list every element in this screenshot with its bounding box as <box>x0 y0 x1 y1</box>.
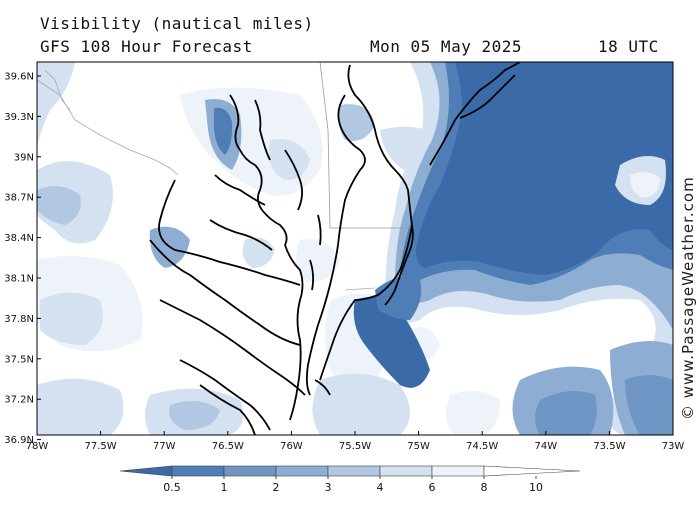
visibility-field <box>37 62 673 435</box>
lon-tick-label: 73W <box>662 441 685 452</box>
lon-tick-label: 76.5W <box>212 441 244 452</box>
lat-tick-label: 38.7N <box>4 193 34 204</box>
colorbar-label: 4 <box>377 481 384 494</box>
longitude-axis: 78W 77.5W 77W 76.5W 76W 75.5W 75W 74.5W 74W 73.5W… <box>26 431 685 452</box>
watermark-text: © www.PassageWeather.com <box>679 176 697 420</box>
colorbar-swatch <box>431 465 485 477</box>
forecast-time: 18 UTC <box>598 37 659 56</box>
colorbar-swatch <box>223 465 277 477</box>
lon-tick-label: 78W <box>26 441 49 452</box>
lon-tick-label: 77.5W <box>85 441 117 452</box>
colorbar-label: 1 <box>221 481 228 494</box>
colorbar-label: 8 <box>481 481 488 494</box>
lat-tick-label: 39N <box>14 152 34 163</box>
lat-tick-label: 39.3N <box>4 112 34 123</box>
colorbar-label: 6 <box>429 481 436 494</box>
colorbar-min-arrow <box>119 465 173 477</box>
lon-tick-label: 75.5W <box>339 441 371 452</box>
lat-tick-label: 36.9N <box>4 435 34 446</box>
colorbar-label: 3 <box>325 481 332 494</box>
colorbar-swatch <box>327 465 381 477</box>
lat-tick-label: 38.4N <box>4 233 34 244</box>
forecast-run: GFS 108 Hour Forecast <box>40 37 253 56</box>
colorbar-swatch <box>171 465 225 477</box>
lat-tick-label: 37.5N <box>4 354 34 365</box>
colorbar-swatch <box>275 465 329 477</box>
lat-tick-label: 37.8N <box>4 314 34 325</box>
map-title: Visibility (nautical miles) <box>40 14 314 33</box>
latitude-axis: 39.6N 39.3N 39N 38.7N 38.4N 38.1N 37.8N 37.5N 37… <box>4 72 41 446</box>
colorbar-label: 0.5 <box>163 481 181 494</box>
colorbar-label: 10 <box>529 481 543 494</box>
colorbar-label: 2 <box>273 481 280 494</box>
lon-tick-label: 74.5W <box>466 441 498 452</box>
lat-tick-label: 39.6N <box>4 72 34 83</box>
forecast-date: Mon 05 May 2025 <box>370 37 522 56</box>
lat-tick-label: 38.1N <box>4 274 34 285</box>
colorbar-swatch <box>379 465 433 477</box>
lon-tick-label: 77W <box>153 441 176 452</box>
lon-tick-label: 74W <box>534 441 557 452</box>
lat-tick-label: 37.2N <box>4 395 34 406</box>
lon-tick-label: 75W <box>407 441 430 452</box>
colorbar-legend: 0.5 1 2 3 4 6 8 10 <box>119 465 581 494</box>
coastline <box>149 62 521 435</box>
lon-tick-label: 73.5W <box>593 441 625 452</box>
lon-tick-label: 76W <box>280 441 303 452</box>
colorbar-max-arrow <box>483 465 581 477</box>
